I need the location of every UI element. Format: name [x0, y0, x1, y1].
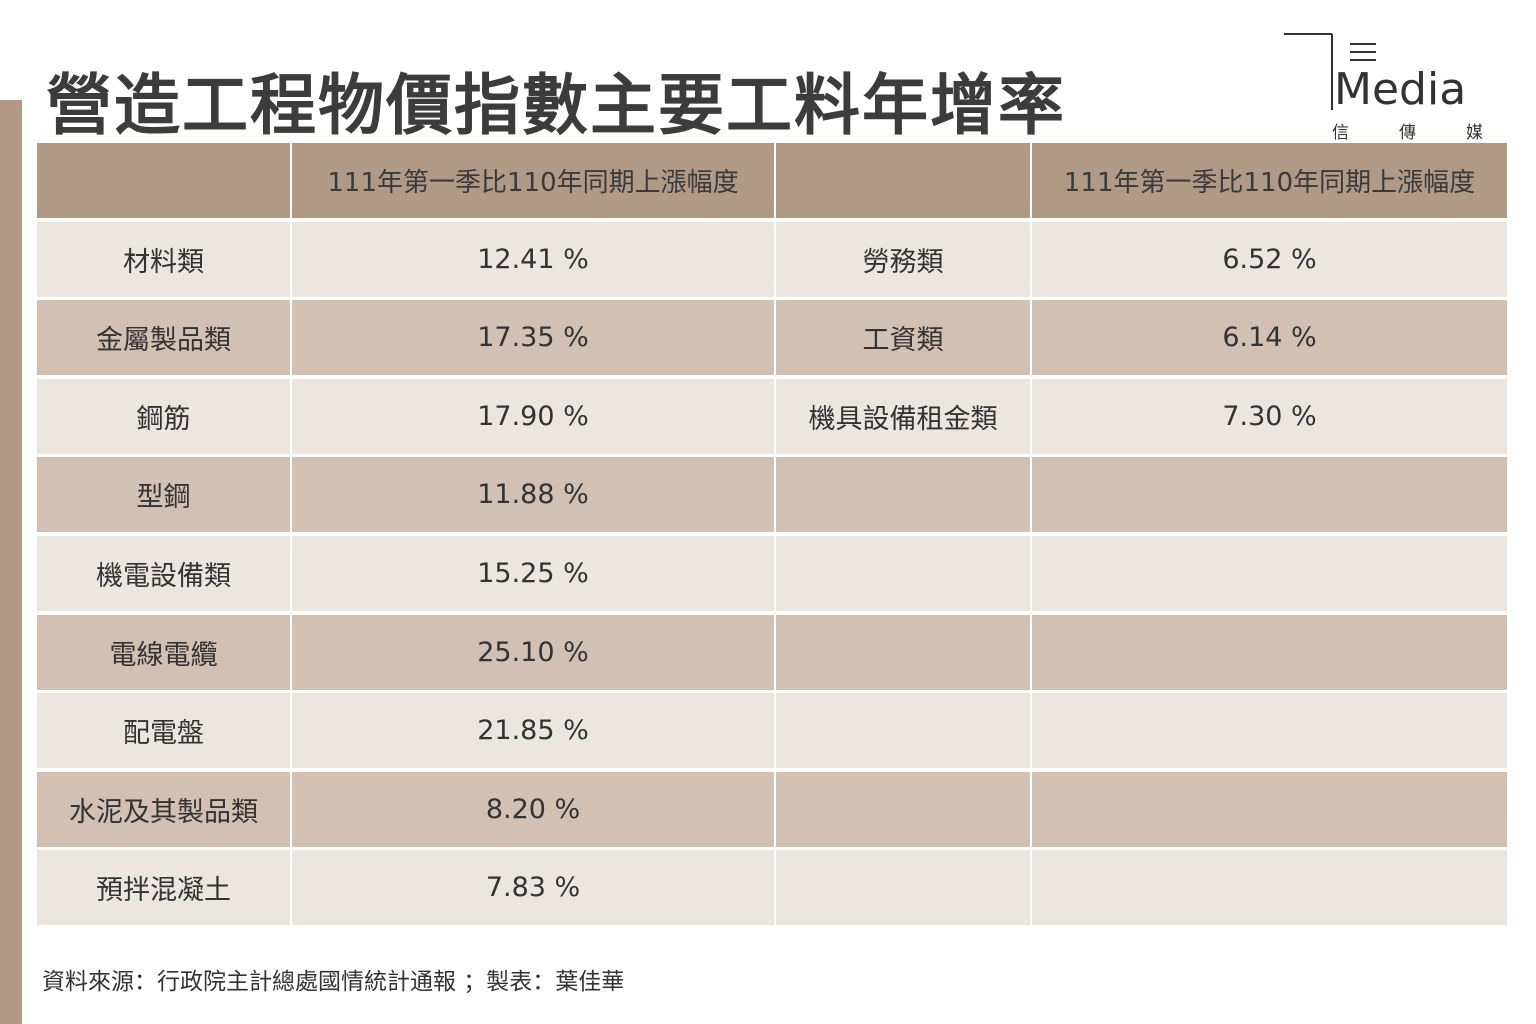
- cell: 機電設備類: [37, 535, 290, 611]
- empty-cell: [776, 693, 1030, 769]
- cell: 111年第一季比110年同期上漲幅度: [1032, 143, 1507, 218]
- cell: 6.52 %: [1032, 221, 1507, 297]
- table-row: 機電設備類 15.25 %: [37, 535, 1507, 611]
- cell: 配電盤: [37, 693, 290, 769]
- cell: 15.25 %: [292, 535, 774, 611]
- empty-cell: [776, 850, 1030, 926]
- empty-cell: [37, 143, 290, 218]
- cell: 25.10 %: [292, 614, 774, 690]
- empty-cell: [776, 143, 1030, 218]
- cell: 6.14 %: [1032, 300, 1507, 376]
- cell: 17.90 %: [292, 378, 774, 454]
- logo-text: Media: [1334, 64, 1466, 115]
- table-row: 配電盤 21.85 %: [37, 693, 1507, 769]
- table: 111年第一季比110年同期上漲幅度 111年第一季比110年同期上漲幅度 材料類 1…: [37, 143, 1507, 929]
- empty-cell: [776, 614, 1030, 690]
- cell: 材料類: [37, 221, 290, 297]
- empty-cell: [776, 771, 1030, 847]
- cell: 預拌混凝土: [37, 850, 290, 926]
- logo: Media 信傳媒: [1284, 33, 1500, 143]
- table-row: 水泥及其製品類 8.20 %: [37, 771, 1507, 847]
- cell: 11.88 %: [292, 457, 774, 533]
- empty-cell: [1032, 457, 1507, 533]
- side-bar: [0, 100, 22, 1024]
- empty-cell: [776, 457, 1030, 533]
- cell: 型鋼: [37, 457, 290, 533]
- empty-cell: [1032, 614, 1507, 690]
- table-row: 金屬製品類 17.35 % 工資類 6.14 %: [37, 300, 1507, 376]
- cell: 12.41 %: [292, 221, 774, 297]
- empty-cell: [1032, 693, 1507, 769]
- table-row: 型鋼 11.88 %: [37, 457, 1507, 533]
- cell: 鋼筋: [37, 378, 290, 454]
- cell: 工資類: [776, 300, 1030, 376]
- logo-sub: 信傳媒: [1332, 123, 1500, 143]
- cell: 勞務類: [776, 221, 1030, 297]
- table-row: 電線電纜 25.10 %: [37, 614, 1507, 690]
- title: 營造工程物價指數主要工料年增率: [46, 67, 1066, 144]
- cell: 7.83 %: [292, 850, 774, 926]
- cell: 水泥及其製品類: [37, 771, 290, 847]
- table-row: 鋼筋 17.90 % 機具設備租金類 7.30 %: [37, 378, 1507, 454]
- cell: 111年第一季比110年同期上漲幅度: [292, 143, 774, 218]
- empty-cell: [1032, 771, 1507, 847]
- cell: 機具設備租金類: [776, 378, 1030, 454]
- table-row: 材料類 12.41 % 勞務類 6.52 %: [37, 221, 1507, 297]
- cell: 21.85 %: [292, 693, 774, 769]
- table-row: 預拌混凝土 7.83 %: [37, 850, 1507, 926]
- header-row: 111年第一季比110年同期上漲幅度 111年第一季比110年同期上漲幅度: [37, 143, 1507, 218]
- source: 資料來源：行政院主計總處國情統計通報 ；製表：葉佳華: [42, 969, 625, 995]
- cell: 電線電纜: [37, 614, 290, 690]
- empty-cell: [1032, 535, 1507, 611]
- cell: 17.35 %: [292, 300, 774, 376]
- cell: 金屬製品類: [37, 300, 290, 376]
- cell: 7.30 %: [1032, 378, 1507, 454]
- empty-cell: [1032, 850, 1507, 926]
- cell: 8.20 %: [292, 771, 774, 847]
- empty-cell: [776, 535, 1030, 611]
